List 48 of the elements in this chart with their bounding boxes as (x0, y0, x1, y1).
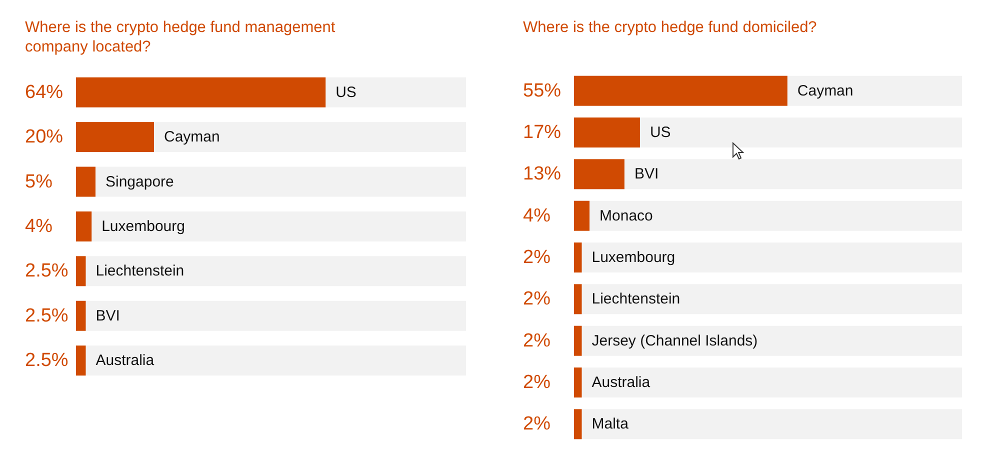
data-label: 4% (523, 205, 551, 226)
bar (574, 159, 624, 190)
data-label: 2.5% (25, 350, 68, 372)
data-label: 64% (25, 82, 64, 103)
data-label: 2% (523, 372, 551, 393)
category-label: US (650, 124, 671, 141)
bar (574, 326, 582, 356)
bar (574, 368, 582, 398)
category-label: Liechtenstein (592, 290, 680, 308)
chart-title: Where is the crypto hedge fund domiciled? (523, 19, 818, 36)
chart-title: Where is the crypto hedge fund management company located? (25, 19, 336, 56)
data-label: 2% (523, 414, 551, 435)
data-label: 13% (523, 164, 562, 185)
bar (574, 200, 590, 231)
data-label: 4% (25, 216, 53, 237)
category-label: Jersey (Channel Islands) (592, 332, 758, 350)
data-label: 55% (523, 80, 562, 102)
bar (76, 166, 96, 197)
data-label: 2% (523, 288, 551, 310)
data-label: 2.5% (25, 305, 68, 326)
bar (574, 284, 582, 314)
bar (574, 242, 582, 272)
category-label: Luxembourg (592, 249, 676, 266)
data-label: 2% (523, 330, 551, 352)
bar (76, 211, 92, 242)
category-label: US (336, 84, 356, 101)
category-label: Monaco (600, 207, 653, 224)
data-label: 20% (25, 126, 64, 148)
category-label: Liechtenstein (96, 262, 184, 280)
category-label: Singapore (106, 173, 174, 190)
data-label: 2.5% (25, 260, 68, 282)
bar (76, 346, 86, 376)
category-label: BVI (96, 307, 120, 324)
bar (574, 118, 640, 148)
bar (76, 256, 86, 286)
category-label: Australia (592, 374, 650, 391)
category-label: Australia (96, 352, 154, 370)
data-label: 17% (523, 122, 562, 143)
category-label: Cayman (164, 128, 220, 146)
category-label: BVI (634, 166, 659, 183)
data-label: 5% (25, 171, 53, 192)
data-label: 2% (523, 247, 551, 268)
bar (76, 300, 86, 331)
category-label: Malta (592, 416, 628, 433)
category-label: Cayman (797, 82, 854, 100)
bar (574, 409, 582, 440)
bar (76, 122, 154, 152)
category-label: Luxembourg (102, 218, 185, 235)
